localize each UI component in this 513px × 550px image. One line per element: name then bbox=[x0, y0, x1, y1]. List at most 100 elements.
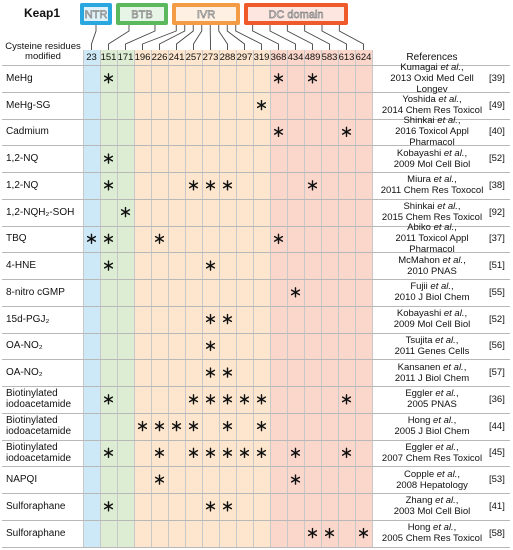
column-divider bbox=[185, 50, 186, 547]
modification-asterisk bbox=[290, 447, 301, 459]
reference-line: Hong et al., bbox=[407, 522, 457, 534]
modification-asterisk bbox=[290, 474, 301, 485]
modification-asterisk bbox=[188, 447, 199, 459]
modification-asterisk bbox=[222, 180, 233, 191]
compound-name: 4-HNE bbox=[6, 260, 37, 272]
row-divider bbox=[2, 145, 510, 147]
asterisk-stroke bbox=[120, 209, 131, 216]
modification-asterisk bbox=[256, 447, 267, 459]
domain-name: IVR bbox=[197, 9, 215, 21]
asterisk-stroke bbox=[222, 316, 233, 323]
domain-connector bbox=[321, 25, 347, 50]
column-divider bbox=[151, 50, 152, 547]
citation: [45] bbox=[489, 447, 505, 459]
residues-label: Cysteine residues modified bbox=[5, 41, 81, 62]
column-band bbox=[270, 50, 287, 547]
reference-line: Kumagai et al., bbox=[400, 61, 464, 73]
row-divider bbox=[2, 225, 510, 227]
column-band bbox=[134, 50, 151, 547]
modification-asterisk bbox=[154, 233, 165, 245]
reference-line: 2009 Mol Cell Biol bbox=[393, 158, 471, 170]
residue-header: 241 bbox=[168, 52, 185, 63]
protein-label: Keap1 bbox=[24, 6, 61, 20]
column-band bbox=[83, 50, 100, 547]
compound-name: Biotinylated iodoacetamide bbox=[6, 441, 72, 464]
modification-asterisk bbox=[205, 313, 216, 325]
domain-inner bbox=[248, 7, 344, 21]
modification-asterisk bbox=[341, 447, 352, 459]
compound-name: 1,2-NQ bbox=[6, 179, 39, 191]
modification-asterisk bbox=[103, 394, 114, 405]
column-band bbox=[185, 50, 202, 547]
domain-connector bbox=[286, 25, 313, 50]
asterisk-stroke bbox=[171, 423, 182, 430]
reference-line: 2013 Oxid Med Cell Longev bbox=[390, 72, 474, 95]
reference-line: 2016 Toxicol Appl Pharmacol bbox=[395, 126, 469, 149]
column-divider bbox=[202, 50, 203, 547]
asterisk-stroke bbox=[222, 503, 233, 510]
modification-asterisk bbox=[222, 447, 233, 459]
domain-connector bbox=[193, 25, 203, 50]
reference-line: 2010 J Biol Chem bbox=[394, 292, 470, 304]
modification-asterisk bbox=[324, 527, 335, 539]
reference-line: Miura et al., bbox=[407, 174, 457, 186]
modification-asterisk bbox=[171, 420, 182, 432]
domain-name: BTB bbox=[131, 9, 152, 21]
modification-asterisk bbox=[273, 126, 284, 138]
reference-line: Kobayashi et al., bbox=[396, 147, 468, 159]
row-divider bbox=[2, 305, 510, 307]
column-divider bbox=[304, 50, 305, 547]
asterisk-stroke bbox=[103, 396, 114, 403]
compound-name: Biotinylated iodoacetamide bbox=[6, 415, 72, 438]
residue-header: 226 bbox=[151, 52, 168, 63]
asterisk-stroke bbox=[222, 423, 233, 430]
residue-header: 319 bbox=[253, 52, 270, 63]
domain-inner bbox=[176, 7, 236, 21]
modification-asterisk bbox=[222, 367, 233, 378]
domain-connector bbox=[159, 25, 186, 50]
modification-asterisk bbox=[222, 394, 233, 405]
column-band bbox=[236, 50, 253, 547]
column-band bbox=[168, 50, 185, 547]
modification-asterisk bbox=[188, 394, 199, 405]
column-divider bbox=[134, 50, 135, 547]
citation: [51] bbox=[489, 260, 505, 272]
citation: [41] bbox=[489, 500, 505, 512]
asterisk-stroke bbox=[273, 128, 284, 135]
modification-asterisk bbox=[137, 420, 148, 432]
column-band bbox=[100, 50, 117, 547]
asterisk-stroke bbox=[154, 423, 165, 430]
domain-connector bbox=[235, 25, 262, 50]
column-divider bbox=[236, 50, 237, 547]
modification-asterisk bbox=[205, 180, 216, 191]
asterisk-stroke bbox=[205, 316, 216, 323]
asterisk-stroke bbox=[103, 449, 114, 456]
asterisk-stroke bbox=[273, 75, 284, 82]
modification-asterisk bbox=[239, 394, 250, 405]
column-band bbox=[287, 50, 304, 547]
asterisk-stroke bbox=[239, 396, 250, 403]
reference-line: 2005 Chem Res Toxicol bbox=[381, 533, 483, 545]
residue-header: 196 bbox=[134, 52, 151, 63]
reference-line: 2009 Mol Cell Biol bbox=[393, 319, 471, 331]
modification-asterisk bbox=[205, 447, 216, 459]
compound-name: Biotinylated iodoacetamide bbox=[6, 388, 72, 411]
reference-line: McMahon et al., bbox=[398, 254, 466, 266]
residue-header: 273 bbox=[202, 52, 219, 63]
domain-connector bbox=[108, 25, 130, 50]
column-band bbox=[219, 50, 236, 547]
modification-asterisk bbox=[239, 447, 250, 459]
reference-line: Zhang et al., bbox=[405, 495, 459, 507]
residue-header: 151 bbox=[100, 52, 117, 63]
asterisk-stroke bbox=[307, 530, 318, 537]
column-divider bbox=[355, 50, 356, 547]
asterisk-stroke bbox=[307, 182, 318, 189]
reference: Zhang et al., 2003 Mol Cell Biol bbox=[374, 493, 490, 520]
row-divider bbox=[2, 519, 510, 521]
row-divider bbox=[2, 546, 510, 548]
column-divider bbox=[270, 50, 271, 547]
modification-asterisk bbox=[307, 73, 318, 84]
asterisk-stroke bbox=[188, 449, 199, 456]
reference-line: 2003 Mol Cell Biol bbox=[393, 506, 471, 518]
reference-line: 2007 Chem Res Toxicol bbox=[381, 452, 483, 464]
